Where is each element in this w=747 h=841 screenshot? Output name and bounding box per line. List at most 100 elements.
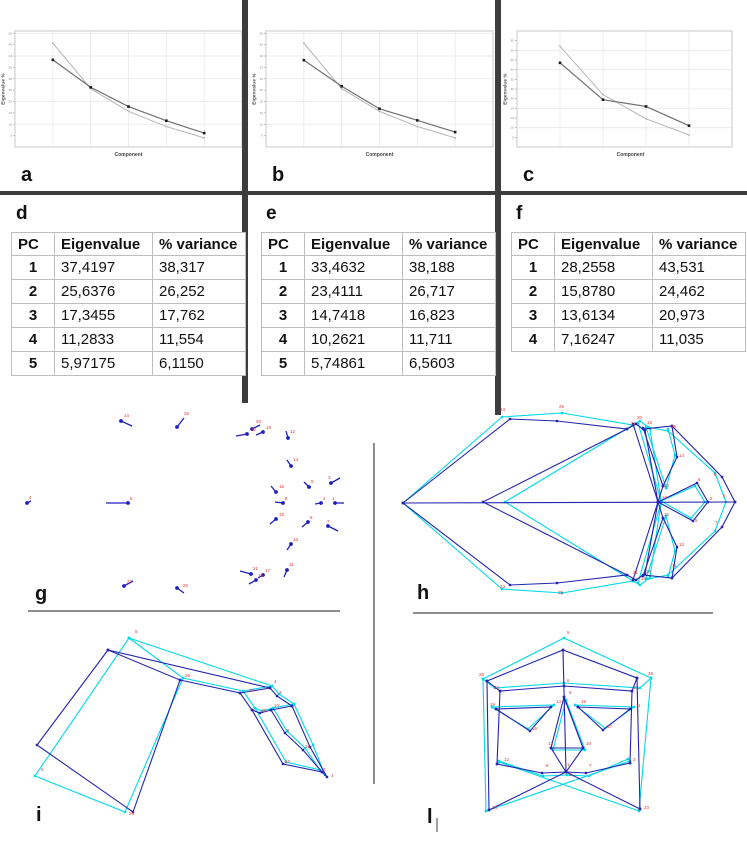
landmark-label-2: 2 — [569, 772, 572, 777]
landmark-label-12: 12 — [504, 757, 510, 762]
table-cell: 5 — [261, 351, 305, 376]
table-cell: 4 — [511, 327, 555, 352]
landmark-label-15: 15 — [581, 699, 587, 704]
panel-letter-d: d — [16, 203, 28, 224]
landmark-label-1: 1 — [567, 762, 570, 767]
table-row: 1 28,2558 43,531 — [511, 255, 746, 280]
table-row: 3 17,3455 17,762 — [11, 303, 246, 328]
svg-text:35: 35 — [9, 65, 13, 69]
landmark-label-17: 17 — [641, 576, 647, 581]
landmark-label-8: 8 — [546, 763, 549, 768]
landmark-label-12: 12 — [664, 483, 670, 488]
landmark-label-13: 13 — [293, 537, 299, 542]
table-cell: 11,711 — [402, 327, 496, 352]
landmark-label-16: 16 — [532, 726, 538, 731]
landmark-label-2: 2 — [323, 496, 326, 501]
table-row: 2 15,8780 24,462 — [511, 279, 746, 304]
landmark-label-19: 19 — [490, 702, 496, 707]
landmark-label-26: 26 — [479, 672, 485, 677]
landmark-label-13: 13 — [679, 542, 685, 547]
table-cell: 5,74861 — [304, 351, 403, 376]
table-row: 2 25,6376 26,252 — [11, 279, 246, 304]
table-cell: 23,4111 — [304, 279, 403, 304]
landmark-label-25: 25 — [129, 811, 135, 816]
landmark-label-20: 20 — [256, 419, 262, 424]
table-cell: 2 — [11, 279, 55, 304]
landmark-label-5: 5 — [695, 518, 698, 523]
landmark-label-14: 14 — [293, 457, 299, 462]
svg-text:5: 5 — [10, 134, 12, 138]
table-row: 5 5,97175 6,1150 — [11, 351, 246, 376]
landmark-label-13: 13 — [548, 741, 554, 746]
table-cell: 3 — [261, 303, 305, 328]
landmark-label-8: 8 — [287, 728, 290, 733]
svg-text:40: 40 — [9, 54, 13, 58]
svg-text:20: 20 — [511, 106, 515, 110]
y-axis-label: Eigenvalue % — [251, 73, 257, 105]
table-cell: 10,2621 — [304, 327, 403, 352]
table-row: 1 33,4632 38,188 — [261, 255, 496, 280]
landmark-label-1: 1 — [331, 773, 334, 778]
scree-plot-a: 5 10 15 20 25 30 35 40 45 50 Eigenvalue % Compone… — [1, 30, 243, 186]
landmark-label-17: 17 — [265, 568, 271, 573]
landmark-label-21: 21 — [634, 685, 640, 690]
svg-text:35: 35 — [511, 77, 515, 81]
panel-letter-e: e — [266, 203, 277, 224]
svg-text:5: 5 — [261, 134, 263, 138]
landmark-label-12: 12 — [290, 429, 296, 434]
landmark-label-5: 5 — [135, 629, 138, 634]
landmark-label-6: 6 — [310, 515, 313, 520]
landmark-label-23: 23 — [127, 579, 133, 584]
landmark-label-2: 2 — [710, 496, 713, 501]
svg-text:55: 55 — [511, 39, 515, 43]
panel-i-graphics: 5 6 25 26 27 4 3 7 18 10 8 16 17 21 — [33, 629, 334, 816]
pca-table-panel-f: f PC Eigenvalue% variance 1 28,2558 43,531 2 1… — [511, 203, 746, 352]
svg-text:50: 50 — [260, 31, 264, 35]
landmark-label-5: 5 — [130, 496, 133, 501]
table-row: 4 7,16247 11,035 — [511, 327, 746, 352]
landmark-label-26: 26 — [185, 673, 191, 678]
scree-plot-c: 5 10 15 20 25 30 35 40 45 50 55 Eigenvalue % Compo… — [503, 30, 744, 186]
landmark-label-17: 17 — [607, 724, 613, 729]
landmark-label-6: 6 — [567, 678, 570, 683]
table-header-cell: Eigenvalue — [554, 232, 653, 256]
table-cell: 7,16247 — [554, 327, 653, 352]
scree-plot-b: 5 10 15 20 25 30 35 40 45 50 Eigenvalue % Compone… — [252, 30, 494, 186]
svg-text:30: 30 — [511, 87, 515, 91]
table-row: 4 10,2621 11,711 — [261, 327, 496, 352]
table-cell: 5,97175 — [54, 351, 153, 376]
landmark-label-27: 27 — [249, 688, 255, 693]
landmark-label-9: 9 — [311, 479, 314, 484]
table-cell: 24,462 — [652, 279, 746, 304]
landmark-label-20: 20 — [637, 415, 643, 420]
landmark-label-7: 7 — [589, 763, 592, 768]
table-cell: 26,717 — [402, 279, 496, 304]
series-broken-stick-model — [559, 45, 690, 136]
table-cell: 11,035 — [652, 327, 746, 352]
separator-vertical — [373, 443, 375, 784]
landmark-label-10: 10 — [274, 703, 280, 708]
landmark-label-18: 18 — [261, 708, 267, 713]
table-header-cell: PC — [261, 232, 305, 256]
table-cell: 11,2833 — [54, 327, 153, 352]
table-cell: 2 — [261, 279, 305, 304]
table-cell: 5 — [11, 351, 55, 376]
y-axis-label: Eigenvalue % — [502, 73, 508, 105]
pca-table-panel-d: d PC Eigenvalue% variance 1 37,4197 38,317 2 2… — [11, 203, 246, 376]
panel-letter-b: b — [272, 164, 285, 186]
table-cell: 37,4197 — [54, 255, 153, 280]
svg-text:50: 50 — [9, 31, 13, 35]
svg-text:45: 45 — [260, 43, 264, 47]
svg-text:15: 15 — [9, 111, 13, 115]
table-header-cell: PC — [11, 232, 55, 256]
table-cell: 14,7418 — [304, 303, 403, 328]
svg-text:45: 45 — [511, 58, 515, 62]
table-row: 2 23,4111 26,717 — [261, 279, 496, 304]
landmark-label-15: 15 — [279, 512, 285, 517]
svg-text:40: 40 — [260, 54, 264, 58]
table-cell: 33,4632 — [304, 255, 403, 280]
landmark-label-7: 7 — [327, 519, 330, 524]
